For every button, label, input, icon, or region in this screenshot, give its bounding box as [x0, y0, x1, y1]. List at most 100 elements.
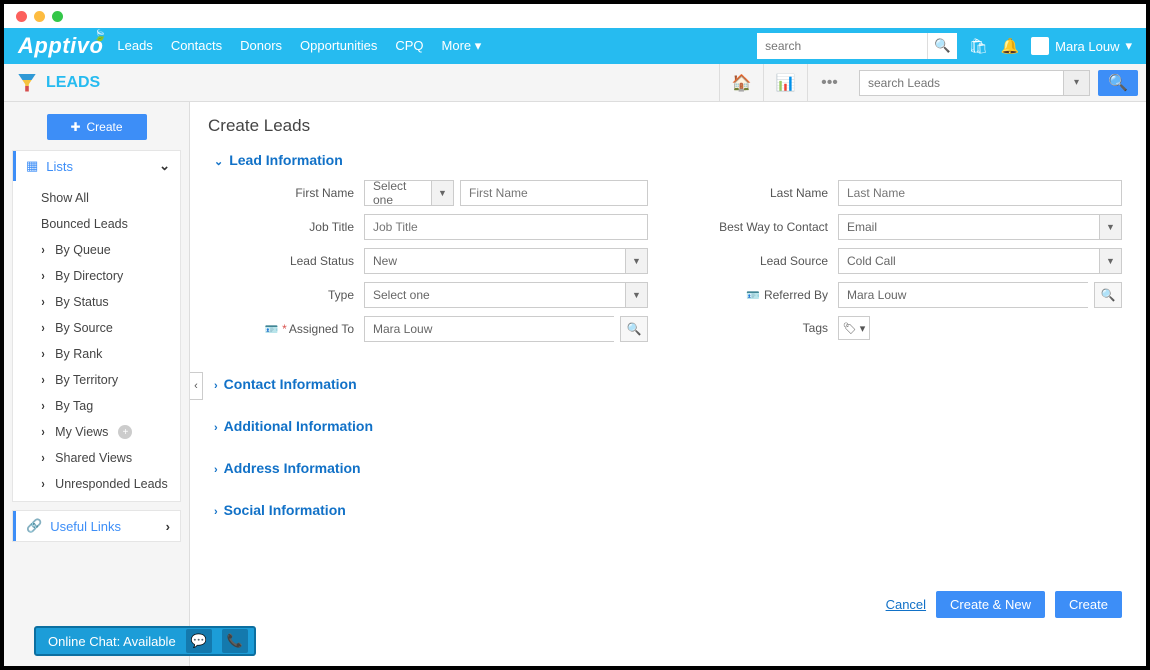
useful-links-header[interactable]: 🔗 Useful Links › — [13, 511, 180, 541]
first-name-input[interactable] — [460, 180, 648, 206]
sidebar-item-label: By Queue — [55, 243, 111, 257]
section-additional-information[interactable]: ›Additional Information — [214, 418, 1122, 434]
type-value: Select one — [365, 288, 625, 302]
chart-view-button[interactable]: 📊 — [763, 64, 807, 101]
module-search-button[interactable]: 🔍 — [1098, 70, 1138, 96]
section-social-information-label: Social Information — [224, 502, 346, 518]
window-close-dot[interactable] — [16, 11, 27, 22]
sidebar-item[interactable]: Bounced Leads — [13, 211, 180, 237]
notifications-icon[interactable]: 🔔 — [999, 35, 1021, 57]
module-search-dropdown[interactable]: ▾ — [1064, 70, 1090, 96]
grid-icon: ▦ — [26, 158, 38, 174]
chevron-down-icon: ▾ — [1125, 38, 1132, 54]
sidebar-item[interactable]: Unresponded Leads — [13, 471, 180, 497]
global-search-input[interactable] — [757, 33, 927, 59]
chat-widget[interactable]: Online Chat: Available 💬 📞 — [34, 626, 256, 656]
referred-by-lookup-button[interactable]: 🔍 — [1094, 282, 1122, 308]
lead-source-label: Lead Source — [688, 254, 838, 268]
section-address-information[interactable]: ›Address Information — [214, 460, 1122, 476]
global-search-button[interactable]: 🔍 — [927, 33, 957, 59]
assigned-to-lookup-button[interactable]: 🔍 — [620, 316, 648, 342]
create-submit-button[interactable]: Create — [1055, 591, 1122, 618]
window-titlebar — [4, 4, 1146, 28]
add-icon[interactable]: + — [118, 425, 132, 439]
nav-leads[interactable]: Leads — [117, 38, 152, 54]
section-contact-information[interactable]: ›Contact Information — [214, 376, 1122, 392]
sidebar-item[interactable]: By Source — [13, 315, 180, 341]
last-name-label: Last Name — [688, 186, 838, 200]
user-menu[interactable]: Mara Louw ▾ — [1031, 37, 1132, 55]
section-social-information[interactable]: ›Social Information — [214, 502, 1122, 518]
chat-phone-icon[interactable]: 📞 — [222, 629, 248, 653]
referred-by-field[interactable]: Mara Louw — [838, 282, 1088, 308]
global-search: 🔍 — [757, 33, 957, 59]
sidebar-item[interactable]: By Queue — [13, 237, 180, 263]
sidebar-item[interactable]: By Directory — [13, 263, 180, 289]
sidebar-item-label: Bounced Leads — [41, 217, 128, 231]
chevron-down-icon: ▼ — [1099, 215, 1121, 239]
nav-contacts[interactable]: Contacts — [171, 38, 222, 54]
best-way-select[interactable]: Email▼ — [838, 214, 1122, 240]
assigned-to-value: Mara Louw — [365, 322, 614, 336]
assigned-to-label: 🪪*Assigned To — [214, 322, 364, 336]
sidebar-item[interactable]: My Views + — [13, 419, 180, 445]
lead-source-select[interactable]: Cold Call▼ — [838, 248, 1122, 274]
card-icon: 🪪 — [264, 324, 278, 336]
nav-donors[interactable]: Donors — [240, 38, 282, 54]
job-title-input[interactable] — [364, 214, 648, 240]
last-name-input[interactable] — [838, 180, 1122, 206]
module-search-input[interactable] — [859, 70, 1064, 96]
chevron-down-icon: ▼ — [625, 249, 647, 273]
section-additional-information-label: Additional Information — [224, 418, 373, 434]
sidebar-item-label: Show All — [41, 191, 89, 205]
store-icon[interactable]: 🛍 — [967, 35, 989, 57]
chat-message-icon[interactable]: 💬 — [186, 629, 212, 653]
lists-panel-label: Lists — [46, 159, 73, 174]
nav-cpq[interactable]: CPQ — [395, 38, 423, 54]
window-min-dot[interactable] — [34, 11, 45, 22]
sidebar-collapse-toggle[interactable]: ‹ — [190, 372, 203, 400]
lead-status-label: Lead Status — [214, 254, 364, 268]
create-button-label: Create — [87, 120, 123, 134]
sidebar-item-label: Shared Views — [55, 451, 132, 465]
cancel-link[interactable]: Cancel — [886, 597, 926, 612]
sidebar-item[interactable]: By Territory — [13, 367, 180, 393]
referred-by-label: 🪪 Referred By — [688, 288, 838, 302]
sidebar-item[interactable]: By Status — [13, 289, 180, 315]
sidebar-item-label: My Views — [55, 425, 108, 439]
sidebar-item-label: By Source — [55, 321, 113, 335]
create-button[interactable]: ✚ Create — [47, 114, 147, 140]
lists-panel: ▦ Lists ⌄ Show All Bounced Leads By Queue B… — [12, 150, 181, 502]
nav-opportunities[interactable]: Opportunities — [300, 38, 377, 54]
section-contact-information-label: Contact Information — [224, 376, 357, 392]
type-select[interactable]: Select one▼ — [364, 282, 648, 308]
lead-status-value: New — [365, 254, 625, 268]
home-view-button[interactable]: 🏠 — [719, 64, 763, 101]
sidebar-item-label: By Status — [55, 295, 109, 309]
link-icon: 🔗 — [26, 518, 42, 534]
sidebar-item[interactable]: By Tag — [13, 393, 180, 419]
lists-panel-header[interactable]: ▦ Lists ⌄ — [13, 151, 180, 181]
useful-links-panel: 🔗 Useful Links › — [12, 510, 181, 542]
tags-button[interactable]: 🏷 ▾ — [838, 316, 870, 340]
sidebar-item[interactable]: Show All — [13, 185, 180, 211]
assigned-to-field[interactable]: Mara Louw — [364, 316, 614, 342]
section-lead-information[interactable]: ⌄Lead Information — [214, 152, 1122, 168]
lead-status-select[interactable]: New▼ — [364, 248, 648, 274]
salutation-select[interactable]: Select one▼ — [364, 180, 454, 206]
card-icon: 🪪 — [746, 290, 760, 302]
leads-funnel-icon — [18, 74, 36, 92]
sidebar-item-label: By Directory — [55, 269, 123, 283]
sidebar-item[interactable]: Shared Views — [13, 445, 180, 471]
main-content: ‹ Create Leads ⌄Lead Information First N… — [190, 102, 1146, 666]
window-max-dot[interactable] — [52, 11, 63, 22]
nav-more[interactable]: More ▾ — [442, 38, 482, 54]
create-and-new-button[interactable]: Create & New — [936, 591, 1045, 618]
chevron-down-icon: ⌄ — [159, 158, 170, 174]
referred-by-value: Mara Louw — [839, 288, 1088, 302]
tags-label: Tags — [688, 321, 838, 335]
logo[interactable]: Apptivo🍃 — [4, 33, 117, 59]
sidebar-item[interactable]: By Rank — [13, 341, 180, 367]
more-view-button[interactable]: ••• — [807, 64, 851, 101]
referred-by-label-text: Referred By — [764, 288, 828, 302]
